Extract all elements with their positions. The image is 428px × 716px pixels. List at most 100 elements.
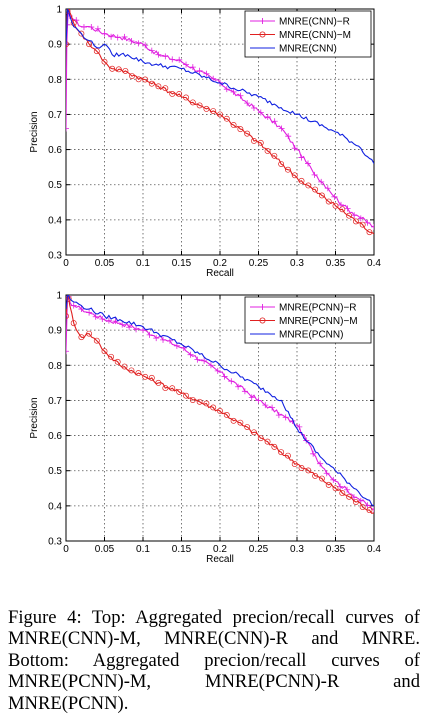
top-y-tick-label: 1 xyxy=(56,5,62,16)
bottom-x-tick-label: 0.15 xyxy=(172,544,192,555)
bottom-series-1-marker xyxy=(296,423,303,430)
top-series-1-marker xyxy=(183,61,190,68)
top-series-2-marker xyxy=(264,147,271,154)
bottom-series-1-marker xyxy=(323,470,330,477)
bottom-series-1-marker xyxy=(241,388,248,395)
bottom-x-tick-label: 0.2 xyxy=(213,544,227,555)
top-series-1-marker xyxy=(311,171,318,178)
top-series-2-marker xyxy=(284,166,291,173)
top-x-tick-label: 0.15 xyxy=(172,258,192,269)
top-series-2-marker xyxy=(244,130,251,137)
top-y-tick-label: 0.4 xyxy=(48,215,62,226)
top-series-1-marker xyxy=(250,105,257,112)
top-series-2-marker xyxy=(332,202,339,209)
top-y-tick-label: 0.6 xyxy=(48,145,62,156)
top-series-2-marker xyxy=(339,206,346,213)
top-precision-recall-chart: 0 0.05 0.1 0.15 0.2 0.25 0.3 0.35 0.4 0.3 0.4 0.5 0.… xyxy=(0,0,428,290)
bottom-series-1-marker xyxy=(228,378,235,385)
bottom-series-2-marker xyxy=(237,419,244,426)
top-x-tick-label: 0 xyxy=(63,258,69,269)
top-series-1-marker xyxy=(148,47,155,54)
top-series-2-marker xyxy=(318,192,325,199)
top-x-tick-label: 0.35 xyxy=(326,258,346,269)
bottom-series-1-marker xyxy=(99,316,106,323)
top-series-2-marker xyxy=(115,66,122,73)
top-series-1-marker xyxy=(324,185,331,192)
top-series-2-marker xyxy=(271,152,278,159)
bottom-series-2-marker xyxy=(86,330,93,337)
bottom-x-tick-label: 0.1 xyxy=(136,544,150,555)
bottom-series-line-2 xyxy=(66,295,374,514)
top-series-2-marker xyxy=(312,186,319,193)
top-y-tick-label: 0.8 xyxy=(48,75,62,86)
top-series-2-marker xyxy=(325,198,332,205)
bottom-series-2-marker xyxy=(251,429,257,436)
top-series-1-marker xyxy=(331,193,338,200)
bottom-series-2-marker xyxy=(114,358,121,365)
bottom-y-tick-label: 0.5 xyxy=(48,466,62,477)
top-series-1-marker xyxy=(298,154,305,161)
bottom-series-1-marker xyxy=(194,356,201,363)
top-y-tick-label: 0.5 xyxy=(48,180,62,191)
bottom-series-1-marker xyxy=(187,351,194,358)
bottom-series-2-marker xyxy=(189,397,196,403)
bottom-y-tick-label: 0.4 xyxy=(48,501,62,512)
top-series-1-marker xyxy=(318,178,325,185)
top-chart-svg: 0 0.05 0.1 0.15 0.2 0.25 0.3 0.35 0.4 0.3 0.4 0.5 0.… xyxy=(29,5,381,280)
bottom-series-2-marker xyxy=(284,452,291,459)
bottom-series-2-marker xyxy=(183,392,189,399)
top-series-2-marker xyxy=(237,126,244,133)
top-series-1-marker xyxy=(128,37,135,44)
bottom-series-1-marker xyxy=(140,327,146,334)
top-series-1-marker xyxy=(230,88,237,95)
top-y-tick-label: 0.3 xyxy=(48,251,62,262)
bottom-legend: MNRE(PCNN)−R MNRE(PCNN)−M MNRE(PCNN) xyxy=(244,296,372,344)
top-series-1-marker xyxy=(88,24,95,31)
top-series-2-marker xyxy=(148,80,155,87)
top-series-2-marker xyxy=(203,105,210,112)
top-legend-label-1: MNRE(CNN)−R xyxy=(279,17,350,28)
bottom-series-1-marker xyxy=(133,326,140,333)
bottom-precision-recall-chart: 0 0.05 0.1 0.15 0.2 0.25 0.3 0.35 0.4 0.3 0.4 0.5 0.… xyxy=(0,286,428,576)
bottom-series-1-marker xyxy=(262,402,269,409)
bottom-series-1-marker xyxy=(160,336,167,343)
top-legend-marker-2 xyxy=(259,31,266,38)
bottom-series-1-marker xyxy=(86,309,93,316)
bottom-x-tick-label: 0.35 xyxy=(326,544,346,555)
bottom-series-2-marker xyxy=(210,404,217,411)
bottom-series-2-marker xyxy=(359,504,366,511)
top-series-1-marker xyxy=(114,34,121,41)
top-series-1-marker xyxy=(257,109,264,116)
bottom-series-1-marker xyxy=(126,324,133,331)
bottom-series-2-marker xyxy=(142,373,149,380)
bottom-series-2-marker xyxy=(176,388,183,395)
top-series-2-marker xyxy=(196,102,203,109)
top-series-1-marker xyxy=(155,51,162,58)
bottom-x-tick-label: 0 xyxy=(63,544,69,555)
bottom-series-2-marker xyxy=(325,481,332,488)
top-series-2-marker xyxy=(346,212,353,219)
bottom-y-tick-label: 0.8 xyxy=(48,361,62,372)
top-series-2-marker xyxy=(183,94,189,101)
top-x-tick-label: 0.3 xyxy=(290,258,304,269)
top-series-2-marker xyxy=(78,30,85,37)
bottom-series-1-marker xyxy=(207,362,214,369)
bottom-series-line-3 xyxy=(66,295,374,507)
bottom-series-1-marker xyxy=(221,373,228,380)
bottom-series-1-marker xyxy=(166,337,173,344)
top-x-axis-label: Recall xyxy=(206,268,234,279)
top-series-2-marker xyxy=(142,76,149,83)
bottom-series-2-marker xyxy=(217,408,223,414)
top-series-1-marker xyxy=(66,125,69,132)
top-x-tick-label: 0.1 xyxy=(136,258,150,269)
top-series-2-marker xyxy=(155,83,162,90)
top-y-tick-label: 0.9 xyxy=(48,40,62,51)
top-series-1-marker xyxy=(169,56,176,63)
top-legend: MNRE(CNN)−R MNRE(CNN)−M MNRE(CNN) xyxy=(244,10,372,58)
top-series-group xyxy=(66,9,374,236)
bottom-y-tick-label: 0.6 xyxy=(48,431,62,442)
top-series-1-marker xyxy=(121,33,128,40)
bottom-series-1-marker xyxy=(119,321,126,328)
bottom-series-2-marker xyxy=(108,353,115,360)
bottom-chart-svg: 0 0.05 0.1 0.15 0.2 0.25 0.3 0.35 0.4 0.3 0.4 0.5 0.… xyxy=(29,291,381,566)
